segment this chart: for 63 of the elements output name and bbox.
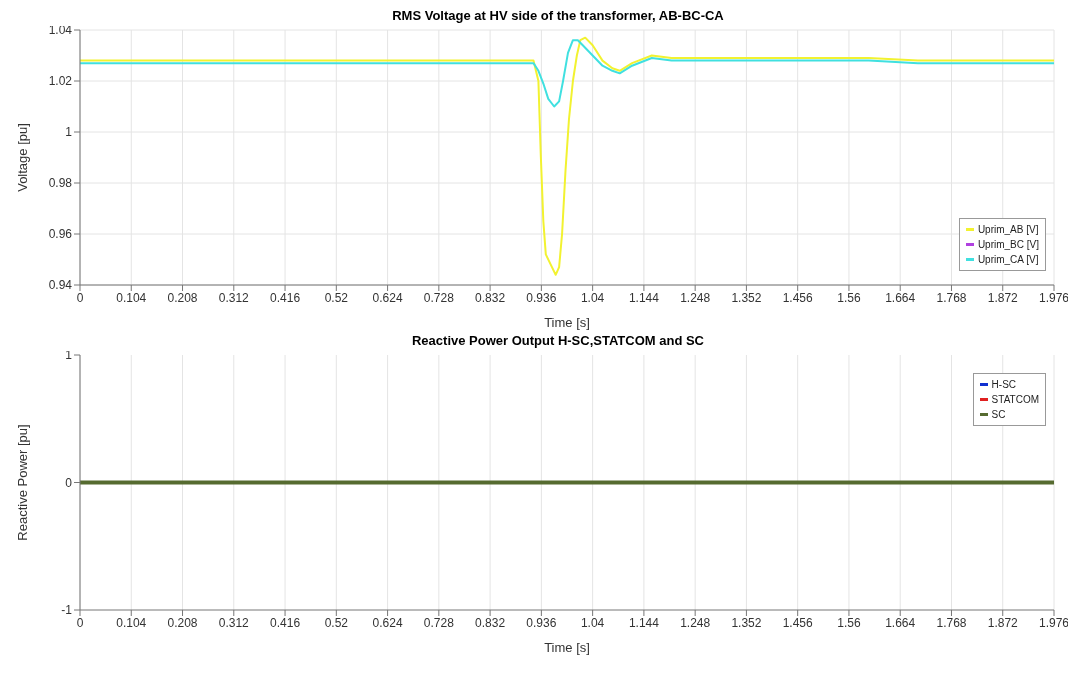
legend-label: STATCOM — [991, 393, 1039, 407]
chart-title: Reactive Power Output H-SC,STATCOM and SC — [411, 333, 705, 348]
x-tick-label: 0.104 — [116, 615, 147, 630]
x-tick-label: 0 — [76, 290, 84, 305]
chart-title: RMS Voltage at HV side of the transformer, AB-BC-CA — [392, 8, 724, 23]
x-axis-title: Time [s] — [544, 315, 590, 330]
legend-label: Uprim_BC [V] — [977, 238, 1039, 252]
x-tick-label: 0.416 — [270, 290, 301, 305]
line-series — [80, 39, 1054, 108]
x-tick-label: 1.144 — [628, 615, 660, 630]
line-series — [80, 36, 1054, 276]
x-tick-label: 0.624 — [372, 290, 403, 305]
x-tick-label: 1.56 — [837, 290, 861, 305]
y-tick-label: 1.04 — [48, 23, 73, 38]
x-tick-label: 0 — [76, 615, 84, 630]
x-tick-label: 1.664 — [885, 290, 916, 305]
x-tick-label: 1.976 — [1038, 290, 1070, 305]
x-tick-label: 0.728 — [423, 290, 455, 305]
x-tick-label: 0.832 — [475, 290, 506, 305]
x-tick-label: 0.624 — [372, 615, 403, 630]
x-tick-label: 0.104 — [116, 290, 147, 305]
y-axis-title: Voltage [pu] — [14, 123, 30, 192]
x-tick-label: 1.456 — [782, 290, 814, 305]
legend-label: SC — [991, 408, 1006, 422]
x-tick-label: 1.664 — [885, 615, 916, 630]
y-tick-label: 0 — [65, 475, 73, 490]
x-tick-label: 1.248 — [680, 615, 711, 630]
x-tick-label: 0.936 — [526, 290, 557, 305]
y-tick-label: 0.98 — [48, 176, 73, 191]
x-tick-label: 0.312 — [218, 615, 250, 630]
x-tick-label: 1.768 — [936, 290, 967, 305]
x-tick-label: 0.416 — [270, 615, 301, 630]
legend-label: H-SC — [991, 378, 1017, 392]
x-tick-label: 0.936 — [526, 615, 557, 630]
y-tick-label: 0.96 — [48, 227, 73, 242]
x-tick-label: 1.768 — [936, 615, 967, 630]
x-tick-label: 0.52 — [324, 290, 349, 305]
x-tick-label: 1.872 — [987, 615, 1019, 630]
y-tick-label: 0.94 — [48, 278, 73, 293]
x-tick-label: 1.04 — [580, 290, 605, 305]
x-tick-label: 0.312 — [218, 290, 250, 305]
y-tick-label: 1.02 — [48, 74, 73, 89]
x-tick-label: 0.208 — [167, 615, 198, 630]
x-tick-label: 1.456 — [782, 615, 814, 630]
x-tick-label: 1.976 — [1038, 615, 1070, 630]
x-tick-label: 1.352 — [731, 615, 762, 630]
y-tick-label: 1 — [65, 125, 73, 140]
x-tick-label: 0.208 — [167, 290, 198, 305]
x-tick-label: 1.04 — [580, 615, 605, 630]
x-tick-label: 1.144 — [628, 290, 660, 305]
x-axis-title: Time [s] — [544, 640, 590, 655]
x-tick-label: 0.52 — [324, 615, 349, 630]
y-axis-title: Reactive Power [pu] — [14, 424, 30, 541]
legend-label: Uprim_CA [V] — [977, 253, 1039, 267]
x-tick-label: 1.352 — [731, 290, 762, 305]
legend-label: Uprim_AB [V] — [977, 223, 1039, 237]
x-tick-label: 1.248 — [680, 290, 711, 305]
x-tick-label: 1.872 — [987, 290, 1019, 305]
x-tick-label: 0.832 — [475, 615, 506, 630]
x-tick-label: 0.728 — [423, 615, 455, 630]
y-tick-label: 1 — [65, 348, 73, 363]
x-tick-label: 1.56 — [837, 615, 861, 630]
y-tick-label: -1 — [61, 603, 73, 618]
